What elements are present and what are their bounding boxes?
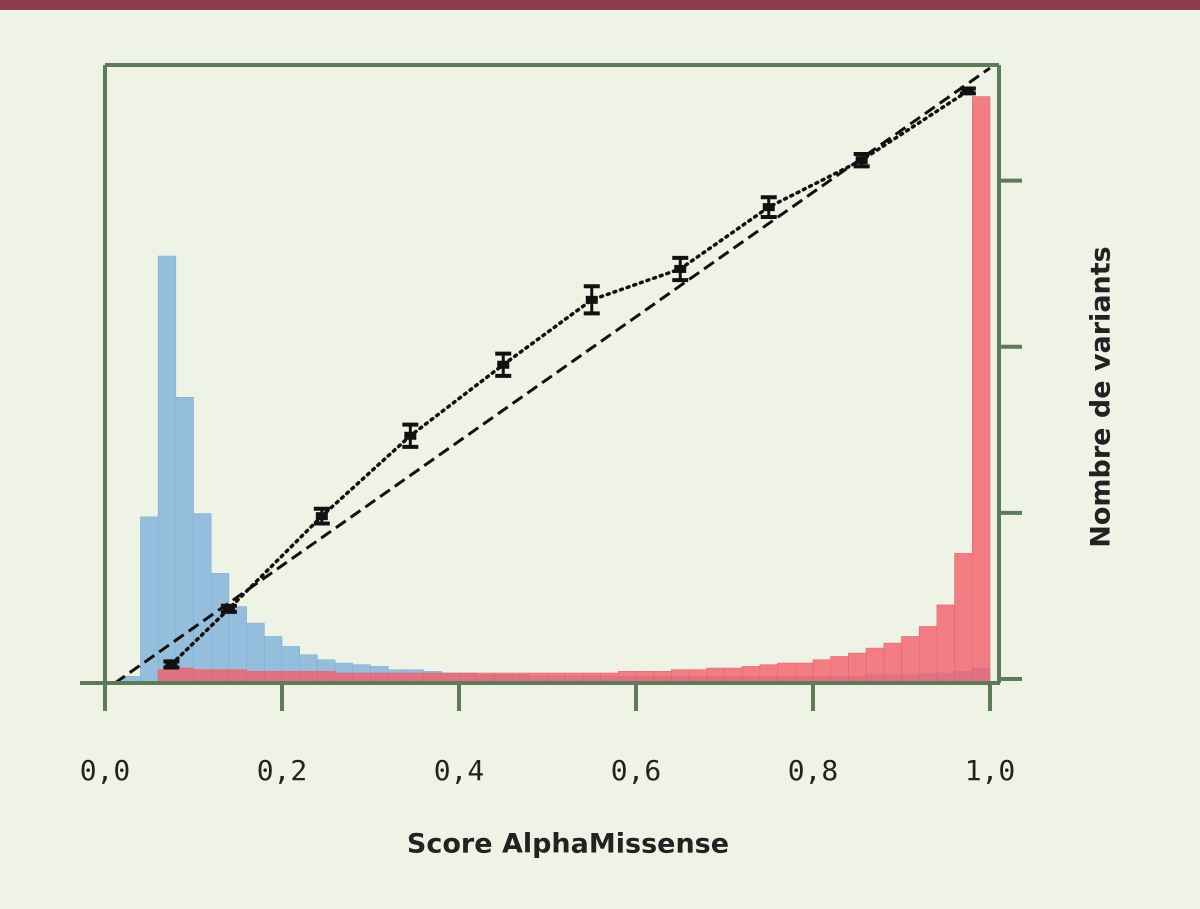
calibration-point — [585, 295, 598, 304]
x-tick-label: 0,6 — [611, 754, 662, 787]
histogram-bar — [724, 667, 743, 684]
x-axis-label: Score AlphaMissense — [407, 829, 729, 860]
histogram-bar — [918, 626, 938, 684]
histogram-bar — [794, 662, 814, 684]
histogram-bar — [706, 667, 725, 684]
x-tick-label: 0,2 — [257, 754, 308, 787]
histogram-bar — [741, 666, 761, 684]
calibration-point — [961, 86, 974, 95]
histogram-bar — [193, 513, 212, 684]
x-tick-label: 1,0 — [965, 754, 1016, 787]
histogram-bar — [812, 659, 832, 684]
histogram-bar — [830, 656, 849, 684]
histogram-bar — [157, 255, 177, 684]
histogram-bar — [883, 642, 902, 684]
histogram-bar — [175, 667, 194, 684]
calibration-point — [497, 360, 510, 369]
histogram-bar — [954, 553, 973, 684]
histogram-bar — [971, 96, 991, 684]
histogram-bar — [777, 662, 796, 684]
top-band — [0, 0, 1200, 10]
x-tick-label: 0,0 — [80, 754, 131, 787]
histogram-bar — [865, 647, 885, 684]
calibration-point — [855, 156, 868, 165]
x-tick-label: 0,8 — [788, 754, 839, 787]
histogram-bar — [848, 652, 867, 684]
calibration-point — [165, 660, 178, 669]
histogram-bar — [936, 604, 955, 684]
histogram-bar — [759, 664, 778, 684]
y2-axis-label: Nombre de variants — [1086, 246, 1117, 547]
calibration-point — [222, 604, 235, 613]
calibration-point — [762, 203, 775, 212]
calibration-point — [674, 264, 687, 273]
histogram-bar — [901, 636, 920, 684]
histogram-bar — [210, 573, 230, 684]
calibration-point — [315, 512, 328, 521]
calibration-point — [404, 431, 417, 440]
calibration-line — [169, 89, 970, 667]
x-tick-label: 0,4 — [434, 754, 485, 787]
